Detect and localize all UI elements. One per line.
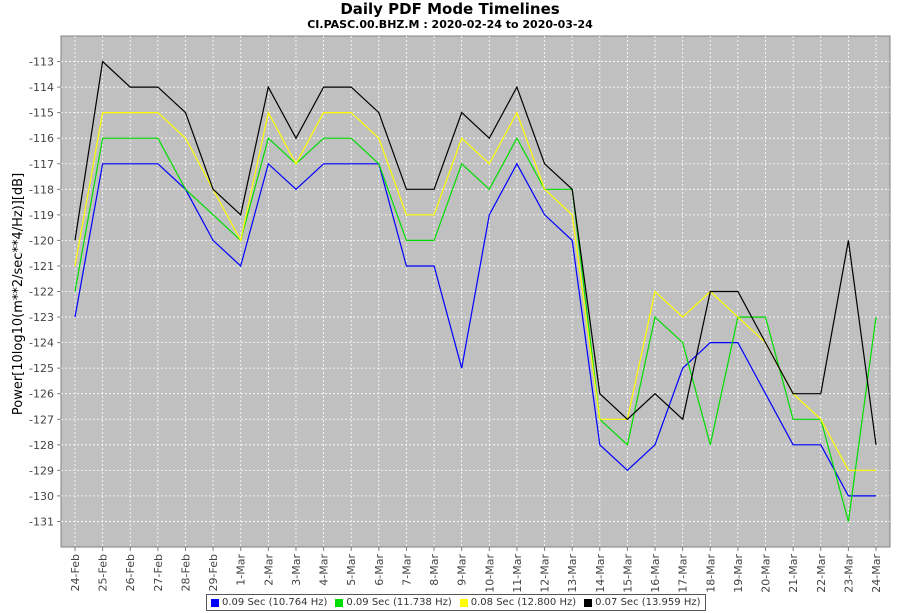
- x-tick-label: 18-Mar: [704, 554, 717, 593]
- legend-item: 0.08 Sec (12.800 Hz): [459, 597, 577, 608]
- x-tick-label: 24-Feb: [69, 554, 82, 591]
- y-tick-label: -114: [29, 81, 54, 94]
- y-tick-label: -124: [29, 337, 54, 350]
- legend-label: 0.08 Sec (12.800 Hz): [470, 597, 577, 608]
- y-tick-label: -129: [29, 464, 54, 477]
- legend-label: 0.09 Sec (10.764 Hz): [222, 597, 328, 608]
- series-line-3: [74, 110, 876, 471]
- x-tick-label: 15-Mar: [621, 554, 634, 593]
- x-tick-label: 3-Mar: [290, 554, 303, 586]
- y-tick-label: -121: [29, 260, 54, 273]
- y-tick-label: -120: [29, 234, 54, 247]
- x-tick-label: 20-Mar: [760, 554, 773, 593]
- x-tick-label: 23-Mar: [842, 554, 855, 593]
- legend-item: 0.07 Sec (13.959 Hz): [584, 597, 701, 608]
- x-tick-label: 10-Mar: [483, 554, 496, 593]
- x-tick-label: 17-Mar: [677, 554, 690, 593]
- x-tick-label: 11-Mar: [511, 554, 524, 593]
- legend: 0.09 Sec (10.764 Hz) 0.09 Sec (11.738 Hz)…: [206, 594, 706, 611]
- y-tick-label: -115: [29, 107, 54, 120]
- x-tick-label: 16-Mar: [649, 554, 662, 593]
- x-tick-label: 29-Feb: [207, 554, 220, 591]
- x-tick-label: 28-Feb: [179, 554, 192, 591]
- x-tick-label: 4-Mar: [318, 554, 331, 586]
- legend-item: 0.09 Sec (10.764 Hz): [211, 597, 327, 608]
- x-tick-label: 13-Mar: [566, 554, 579, 593]
- x-tick-label: 5-Mar: [345, 554, 358, 586]
- x-tick-label: 22-Mar: [815, 554, 828, 593]
- chart-subtitle: CI.PASC.00.BHZ.M : 2020-02-24 to 2020-03…: [307, 18, 593, 31]
- series-line-1: [74, 162, 876, 497]
- x-tick-label: 21-Mar: [787, 554, 800, 593]
- y-tick-label: -127: [29, 413, 54, 426]
- legend-swatch: [459, 598, 468, 607]
- x-tick-label: 12-Mar: [539, 554, 552, 593]
- y-tick-label: -126: [29, 388, 54, 401]
- chart-title: Daily PDF Mode Timelines: [340, 0, 560, 18]
- y-tick-label: -128: [29, 439, 54, 452]
- y-tick-label: -117: [29, 158, 54, 171]
- y-tick-label: -130: [29, 490, 54, 503]
- x-tick-label: 24-Mar: [870, 554, 883, 593]
- y-axis-label: Power[10log10(m**2/sec**4/Hz)][dB]: [11, 173, 26, 415]
- x-tick-label: 19-Mar: [732, 554, 745, 593]
- legend-label: 0.07 Sec (13.959 Hz): [595, 597, 701, 608]
- legend-item: 0.09 Sec (11.738 Hz): [335, 597, 452, 608]
- x-tick-label: 25-Feb: [97, 554, 110, 591]
- series-line-4: [74, 60, 877, 445]
- x-tick-label: 9-Mar: [456, 554, 469, 586]
- legend-swatch: [584, 598, 593, 607]
- y-tick-label: -125: [29, 362, 54, 375]
- y-tick-label: -119: [29, 209, 54, 222]
- y-tick-label: -113: [29, 56, 54, 69]
- y-tick-label: -122: [29, 286, 54, 299]
- x-tick-label: 7-Mar: [400, 554, 413, 586]
- x-tick-label: 2-Mar: [262, 554, 275, 586]
- legend-swatch: [211, 598, 219, 607]
- y-tick-label: -116: [29, 132, 54, 145]
- legend-swatch: [335, 598, 344, 607]
- x-tick-label: 26-Feb: [124, 554, 137, 591]
- y-tick-label: -123: [29, 311, 54, 324]
- x-tick-label: 6-Mar: [373, 554, 386, 586]
- legend-label: 0.09 Sec (11.738 Hz): [346, 597, 452, 608]
- series-line-2: [74, 136, 877, 522]
- x-tick-label: 1-Mar: [235, 554, 248, 586]
- x-tick-label: 27-Feb: [152, 554, 165, 591]
- x-tick-label: 8-Mar: [428, 554, 441, 586]
- x-tick-label: 14-Mar: [594, 554, 607, 593]
- y-tick-label: -118: [29, 183, 54, 196]
- y-tick-label: -131: [29, 515, 54, 528]
